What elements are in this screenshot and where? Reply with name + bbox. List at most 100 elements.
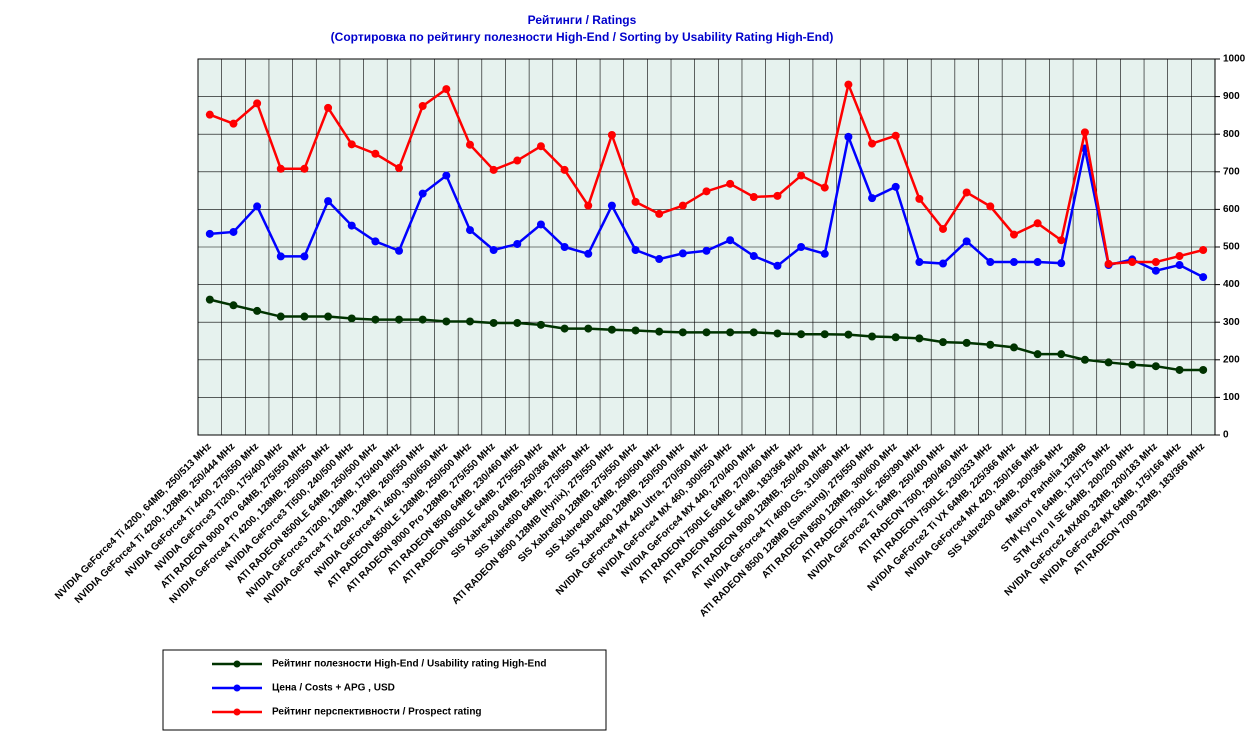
point bbox=[1175, 261, 1184, 270]
legend-label: Рейтинг перспективности / Prospect ratin… bbox=[272, 707, 482, 718]
y-tick-label: 600 bbox=[1223, 204, 1240, 215]
point bbox=[324, 312, 333, 321]
point bbox=[1104, 358, 1113, 367]
point bbox=[584, 249, 593, 258]
legend-label: Рейтинг полезности High-End / Usability … bbox=[272, 659, 546, 670]
point bbox=[868, 194, 877, 203]
point bbox=[607, 130, 616, 139]
point bbox=[915, 258, 924, 267]
point bbox=[560, 324, 569, 333]
point bbox=[726, 236, 735, 245]
plot-border bbox=[197, 58, 1216, 436]
point bbox=[300, 252, 309, 261]
point bbox=[1199, 246, 1208, 255]
point bbox=[749, 328, 758, 337]
point bbox=[395, 246, 404, 255]
point bbox=[489, 318, 498, 327]
point bbox=[560, 243, 569, 251]
point bbox=[205, 229, 214, 238]
point bbox=[773, 329, 782, 338]
point bbox=[253, 99, 262, 108]
point bbox=[702, 328, 711, 337]
point bbox=[915, 334, 924, 343]
point bbox=[702, 187, 711, 196]
y-tick-label: 100 bbox=[1223, 392, 1240, 403]
point bbox=[1033, 219, 1042, 228]
point bbox=[678, 249, 687, 258]
point bbox=[418, 102, 427, 110]
point bbox=[584, 201, 593, 210]
point bbox=[229, 119, 238, 128]
point bbox=[253, 306, 262, 315]
point bbox=[1057, 259, 1066, 268]
point bbox=[655, 255, 664, 264]
point bbox=[1151, 266, 1160, 275]
point bbox=[868, 139, 877, 148]
point bbox=[276, 252, 285, 261]
point bbox=[442, 85, 451, 94]
point bbox=[726, 328, 735, 337]
chart-subtitle: (Сортировка по рейтингу полезности High-… bbox=[331, 30, 834, 44]
point bbox=[1057, 350, 1066, 359]
point bbox=[749, 252, 758, 261]
point bbox=[1104, 259, 1113, 268]
point bbox=[371, 149, 380, 158]
point bbox=[442, 317, 451, 326]
point bbox=[891, 333, 900, 342]
point bbox=[276, 312, 285, 321]
legend-marker bbox=[233, 708, 241, 716]
point bbox=[986, 258, 995, 267]
point bbox=[205, 295, 214, 304]
point bbox=[300, 312, 309, 321]
point bbox=[891, 131, 900, 140]
point bbox=[939, 224, 948, 233]
point bbox=[678, 328, 687, 337]
point bbox=[513, 239, 522, 248]
point bbox=[1009, 230, 1018, 239]
point bbox=[1057, 236, 1066, 245]
point bbox=[347, 314, 356, 323]
point bbox=[773, 261, 782, 270]
point bbox=[1151, 362, 1160, 371]
point bbox=[607, 325, 616, 334]
point bbox=[607, 201, 616, 210]
y-tick-label: 700 bbox=[1223, 166, 1240, 177]
point bbox=[820, 183, 829, 192]
legend-marker bbox=[233, 684, 241, 692]
point bbox=[347, 140, 356, 149]
point bbox=[489, 165, 498, 174]
point bbox=[726, 179, 735, 188]
point bbox=[442, 171, 451, 180]
point bbox=[820, 330, 829, 339]
point bbox=[1151, 258, 1160, 267]
point bbox=[418, 189, 427, 198]
point bbox=[631, 197, 640, 206]
point bbox=[1033, 258, 1042, 267]
point bbox=[536, 142, 545, 151]
y-tick-label: 900 bbox=[1223, 91, 1240, 102]
point bbox=[678, 201, 687, 210]
point bbox=[229, 301, 238, 310]
point bbox=[1009, 343, 1018, 352]
point bbox=[395, 164, 404, 173]
y-tick-label: 0 bbox=[1223, 430, 1229, 441]
point bbox=[962, 188, 971, 197]
point bbox=[749, 192, 758, 201]
point bbox=[1128, 258, 1137, 267]
point bbox=[986, 340, 995, 349]
point bbox=[536, 220, 545, 229]
chart-title: Рейтинги / Ratings bbox=[528, 13, 637, 27]
point bbox=[1080, 128, 1089, 137]
point bbox=[986, 202, 995, 211]
point bbox=[513, 156, 522, 165]
y-tick-label: 300 bbox=[1223, 317, 1240, 328]
point bbox=[1080, 355, 1089, 364]
point bbox=[1033, 350, 1042, 359]
point bbox=[773, 191, 782, 200]
point bbox=[536, 320, 545, 329]
point bbox=[797, 330, 806, 339]
point bbox=[1175, 365, 1184, 374]
point bbox=[205, 110, 214, 119]
point bbox=[702, 246, 711, 255]
